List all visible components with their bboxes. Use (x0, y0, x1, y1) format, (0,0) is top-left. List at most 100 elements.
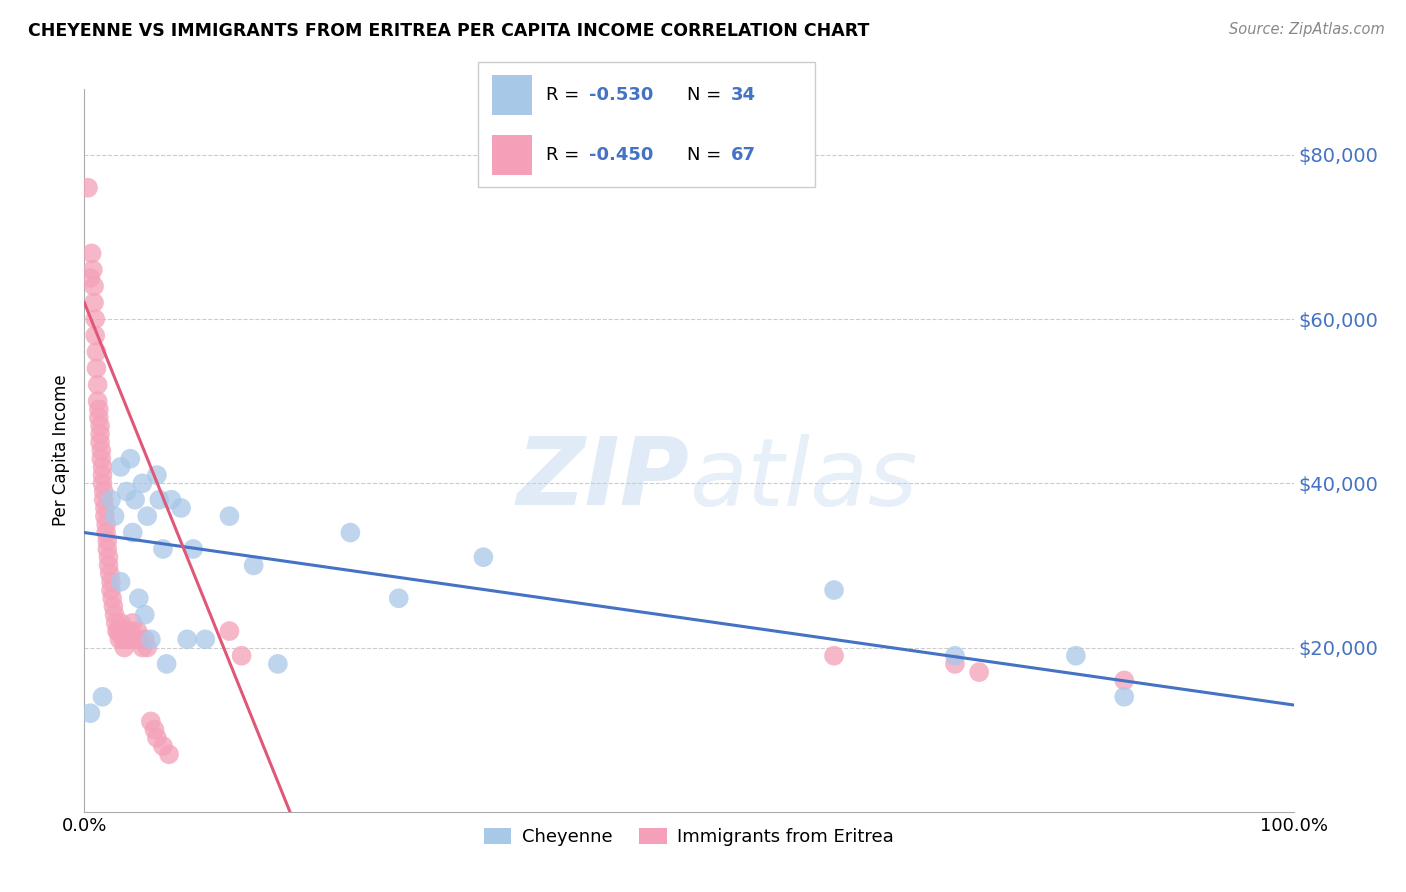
Point (83, 295, 105, 310)
Point (96, 533, 118, 548)
Point (152, 541, 174, 556)
Text: ZIP: ZIP (516, 434, 689, 525)
Point (107, 624, 129, 639)
Point (112, 640, 135, 655)
Point (96, 541, 118, 556)
Point (146, 468, 169, 483)
Point (97, 558, 120, 573)
Point (823, 582, 845, 597)
Point (139, 714, 162, 729)
Point (91, 459, 114, 474)
Point (267, 657, 290, 671)
Point (110, 615, 132, 630)
Text: -0.530: -0.530 (589, 86, 654, 103)
Point (112, 632, 135, 647)
Point (943, 657, 966, 671)
Point (89, 418, 111, 433)
Point (115, 624, 138, 639)
Point (124, 632, 146, 647)
Point (86, 394, 108, 409)
Point (157, 747, 180, 762)
Point (94, 517, 117, 532)
Point (115, 484, 138, 499)
Point (194, 632, 217, 647)
Point (160, 492, 183, 507)
Point (146, 731, 169, 745)
Point (152, 739, 174, 753)
Point (967, 665, 990, 680)
Point (89, 435, 111, 450)
Point (103, 599, 125, 614)
Point (129, 632, 152, 647)
Point (1064, 648, 1087, 663)
Point (93, 484, 115, 499)
Point (134, 632, 156, 647)
Point (218, 624, 240, 639)
Point (94, 500, 117, 515)
Point (108, 632, 131, 647)
Legend: Cheyenne, Immigrants from Eritrea: Cheyenne, Immigrants from Eritrea (477, 821, 901, 854)
Point (83, 279, 105, 293)
Point (84, 328, 107, 343)
Point (90, 451, 112, 466)
Text: N =: N = (688, 86, 727, 103)
Point (97, 550, 120, 565)
Point (134, 607, 156, 622)
Point (86, 361, 108, 376)
Point (472, 550, 495, 565)
Point (120, 624, 142, 639)
Point (86, 345, 108, 359)
Point (86, 377, 108, 392)
Point (943, 648, 966, 663)
Point (339, 525, 361, 540)
Point (823, 648, 845, 663)
Bar (492, 135, 531, 175)
Point (155, 657, 177, 671)
Point (139, 632, 162, 647)
Point (104, 509, 127, 524)
Point (110, 574, 132, 589)
Point (94, 525, 117, 540)
Point (110, 459, 132, 474)
Point (170, 500, 193, 515)
Point (242, 558, 264, 573)
Point (91, 468, 114, 483)
Point (94, 509, 117, 524)
Point (77, 180, 100, 194)
Text: N =: N = (688, 146, 727, 164)
Bar (492, 75, 531, 115)
Point (98, 566, 121, 581)
Point (111, 624, 134, 639)
Point (89, 427, 111, 442)
Point (1114, 673, 1136, 688)
Point (120, 451, 142, 466)
Point (79, 706, 101, 721)
Point (117, 632, 139, 647)
Point (218, 509, 240, 524)
Point (136, 640, 159, 655)
Point (80, 246, 103, 260)
Point (100, 574, 122, 589)
Text: -0.450: -0.450 (589, 146, 654, 164)
Point (90, 443, 112, 458)
Point (1114, 690, 1136, 704)
Point (181, 541, 204, 556)
Point (127, 624, 149, 639)
Point (84, 312, 107, 326)
Point (121, 615, 143, 630)
Point (121, 525, 143, 540)
Point (124, 492, 146, 507)
Point (143, 723, 166, 737)
Point (79, 271, 101, 285)
Text: 67: 67 (731, 146, 756, 164)
Point (91, 690, 114, 704)
Point (148, 492, 170, 507)
Point (91, 476, 114, 491)
Point (104, 615, 127, 630)
Point (100, 492, 122, 507)
Point (100, 582, 122, 597)
Point (131, 640, 153, 655)
Text: R =: R = (546, 146, 585, 164)
Point (82, 262, 104, 277)
Point (101, 591, 124, 606)
